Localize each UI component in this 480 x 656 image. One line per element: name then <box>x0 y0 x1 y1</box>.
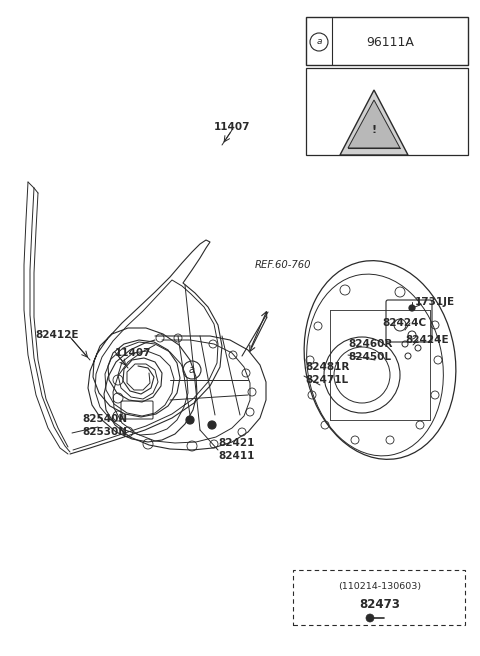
FancyBboxPatch shape <box>306 17 468 65</box>
Text: 82481R: 82481R <box>305 362 349 372</box>
Text: 82473: 82473 <box>360 598 400 611</box>
Text: 96111A: 96111A <box>366 35 414 49</box>
Text: 11407: 11407 <box>214 122 250 132</box>
Text: 11407: 11407 <box>115 348 152 358</box>
Polygon shape <box>348 100 400 148</box>
Text: 82412E: 82412E <box>35 330 79 340</box>
Text: a: a <box>189 365 195 375</box>
Text: 82460R: 82460R <box>348 339 392 349</box>
Circle shape <box>208 421 216 429</box>
Text: 82450L: 82450L <box>348 352 391 362</box>
Text: !: ! <box>372 125 377 135</box>
FancyBboxPatch shape <box>293 570 465 625</box>
Text: 82540N: 82540N <box>82 414 127 424</box>
Text: 82424E: 82424E <box>405 335 449 345</box>
Circle shape <box>186 416 194 424</box>
Circle shape <box>366 614 374 622</box>
Circle shape <box>409 305 415 311</box>
Text: 82530N: 82530N <box>82 427 127 437</box>
Text: 1731JE: 1731JE <box>415 297 455 307</box>
FancyBboxPatch shape <box>306 68 468 155</box>
Text: a: a <box>316 37 322 47</box>
Text: (110214-130603): (110214-130603) <box>338 581 421 590</box>
Text: 82421: 82421 <box>218 438 254 448</box>
Text: REF.60-760: REF.60-760 <box>255 260 312 270</box>
Text: 82424C: 82424C <box>382 318 426 328</box>
Polygon shape <box>340 90 408 155</box>
Text: 82471L: 82471L <box>305 375 348 385</box>
Text: 82411: 82411 <box>218 451 254 461</box>
